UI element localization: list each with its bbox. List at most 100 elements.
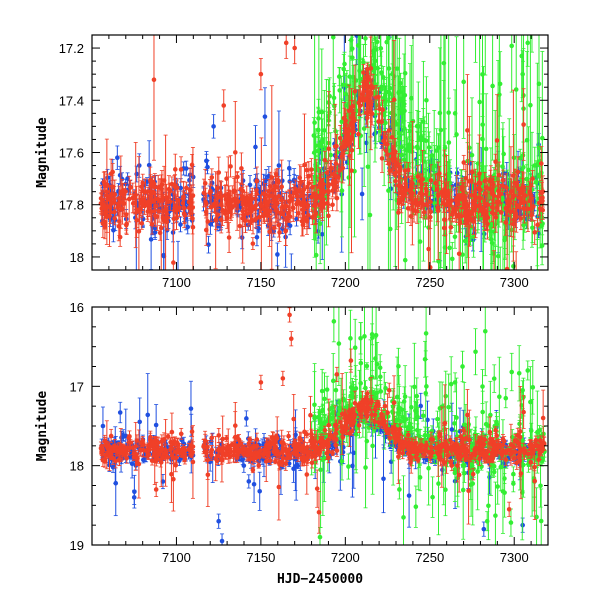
y-tick-label: 17.6 bbox=[59, 146, 84, 161]
y-tick-label: 18 bbox=[70, 459, 84, 474]
data-point bbox=[420, 410, 426, 422]
data-point bbox=[206, 235, 211, 254]
data-point bbox=[495, 468, 500, 505]
data-point bbox=[253, 125, 258, 169]
data-point bbox=[402, 105, 407, 152]
data-point bbox=[208, 212, 213, 235]
data-point bbox=[280, 199, 286, 229]
data-point bbox=[110, 163, 115, 181]
data-point bbox=[287, 181, 293, 212]
data-point bbox=[151, 193, 157, 209]
data-point bbox=[250, 237, 256, 250]
data-point bbox=[273, 172, 279, 202]
data-point bbox=[432, 145, 438, 187]
data-point bbox=[330, 353, 336, 409]
data-point bbox=[459, 177, 465, 202]
data-point bbox=[269, 85, 275, 270]
data-point bbox=[529, 35, 534, 53]
data-point bbox=[384, 35, 390, 101]
data-point bbox=[520, 171, 525, 203]
data-point bbox=[185, 219, 191, 235]
data-point bbox=[460, 350, 465, 383]
data-point bbox=[163, 419, 168, 487]
data-point bbox=[251, 465, 257, 503]
data-point bbox=[500, 175, 505, 196]
data-point bbox=[445, 181, 451, 205]
data-point bbox=[189, 426, 195, 437]
data-point bbox=[467, 202, 472, 223]
data-point bbox=[511, 474, 516, 493]
data-point bbox=[387, 35, 392, 38]
data-point bbox=[340, 0, 345, 15]
data-point bbox=[134, 165, 139, 183]
data-point bbox=[494, 94, 500, 187]
data-point bbox=[218, 180, 223, 206]
data-point bbox=[452, 89, 458, 138]
data-point bbox=[147, 196, 152, 217]
data-point bbox=[389, 101, 395, 174]
data-point bbox=[300, 191, 306, 214]
data-point bbox=[181, 192, 187, 225]
data-point bbox=[457, 212, 463, 233]
data-point bbox=[428, 202, 433, 222]
data-point bbox=[508, 304, 513, 357]
x-tick-label: 7150 bbox=[246, 550, 275, 565]
data-point bbox=[491, 364, 497, 393]
data-point bbox=[333, 155, 339, 173]
data-point bbox=[136, 156, 142, 270]
data-point bbox=[326, 170, 332, 200]
data-point bbox=[448, 220, 454, 234]
data-point bbox=[326, 204, 331, 228]
data-point bbox=[215, 186, 221, 209]
data-point bbox=[496, 161, 502, 189]
data-point bbox=[286, 431, 291, 441]
data-point bbox=[244, 185, 250, 210]
y-tick-label: 19 bbox=[70, 538, 84, 553]
data-point bbox=[157, 195, 163, 207]
data-point bbox=[280, 370, 286, 386]
data-point bbox=[371, 35, 376, 41]
data-point bbox=[140, 196, 145, 212]
data-point bbox=[178, 216, 183, 233]
data-point bbox=[397, 479, 402, 500]
data-point bbox=[435, 161, 441, 261]
data-point bbox=[309, 158, 314, 181]
data-point bbox=[370, 0, 375, 20]
data-point bbox=[402, 161, 408, 180]
data-point bbox=[301, 180, 307, 200]
data-point bbox=[246, 474, 252, 489]
data-point bbox=[297, 181, 303, 202]
data-point bbox=[306, 161, 312, 192]
data-point bbox=[341, 102, 347, 135]
data-point bbox=[286, 209, 292, 223]
data-point bbox=[290, 196, 296, 219]
data-point bbox=[175, 190, 181, 210]
data-point bbox=[283, 216, 288, 246]
data-point bbox=[509, 310, 514, 377]
data-point bbox=[359, 167, 365, 221]
data-point bbox=[205, 159, 210, 175]
data-point bbox=[277, 222, 282, 242]
data-point bbox=[363, 35, 368, 46]
data-point bbox=[336, 66, 342, 87]
data-point bbox=[175, 240, 180, 270]
x-tick-label: 7300 bbox=[500, 275, 529, 290]
data-point bbox=[423, 127, 429, 155]
data-point bbox=[317, 527, 323, 545]
data-point bbox=[498, 246, 503, 270]
data-point bbox=[288, 331, 294, 347]
data-point bbox=[397, 162, 403, 176]
data-point bbox=[509, 35, 515, 93]
x-axis-title: HJD−2450000 bbox=[277, 572, 363, 587]
data-point bbox=[105, 173, 110, 198]
data-point bbox=[330, 198, 335, 212]
data-point bbox=[483, 35, 488, 76]
data-point bbox=[473, 35, 478, 63]
y-axis-title: Magnitude bbox=[35, 117, 50, 188]
data-point bbox=[450, 206, 455, 223]
data-point bbox=[385, 133, 390, 155]
data-point bbox=[396, 177, 401, 194]
data-point bbox=[178, 156, 184, 183]
data-point bbox=[304, 162, 310, 179]
data-point bbox=[390, 35, 395, 94]
